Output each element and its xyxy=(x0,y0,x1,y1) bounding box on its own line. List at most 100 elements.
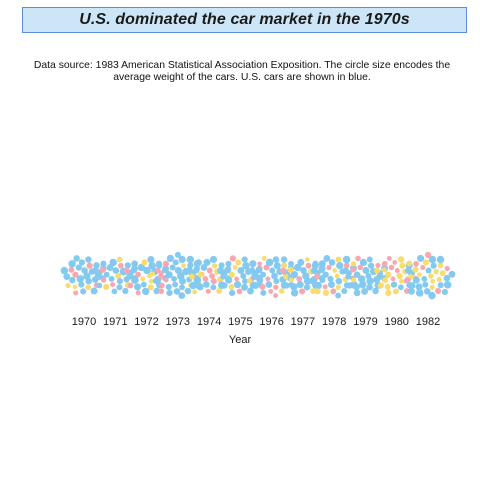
car-dot-us xyxy=(169,264,176,271)
car-dot-us xyxy=(142,287,150,296)
car-dot-us xyxy=(300,267,307,274)
car-dot-japan xyxy=(422,259,429,266)
car-dot-us xyxy=(178,255,186,264)
car-dot-japan xyxy=(115,272,122,280)
car-dot-us xyxy=(318,260,326,268)
car-dot-us xyxy=(310,267,318,275)
car-dot-japan xyxy=(322,289,329,296)
cluster-1978 xyxy=(309,254,361,299)
car-dot-us xyxy=(193,266,200,274)
car-dot-us xyxy=(76,275,85,283)
car-dot-japan xyxy=(72,284,78,290)
car-dot-europe xyxy=(394,268,400,273)
car-dot-europe xyxy=(135,290,141,296)
car-dot-us xyxy=(260,271,267,278)
car-dot-us xyxy=(405,267,412,274)
car-dot-us xyxy=(100,260,107,267)
car-dot-us xyxy=(448,270,456,278)
car-dot-us xyxy=(273,278,280,285)
car-dot-us xyxy=(91,267,100,275)
car-dot-us xyxy=(296,281,304,289)
car-dot-us xyxy=(269,267,276,274)
x-tick-label-1982: 1982 xyxy=(416,316,440,328)
car-dot-japan xyxy=(148,278,154,284)
car-dot-us xyxy=(225,276,233,284)
car-dot-europe xyxy=(357,264,364,271)
car-dot-us xyxy=(428,291,436,300)
car-dot-us xyxy=(290,289,299,297)
car-dot-us xyxy=(242,278,248,285)
car-dot-us xyxy=(166,254,175,263)
car-dot-us xyxy=(116,284,123,291)
car-dot-europe xyxy=(444,265,450,272)
car-dot-japan xyxy=(377,282,384,289)
car-dot-us xyxy=(362,267,370,274)
car-dot-europe xyxy=(209,273,215,279)
car-dot-europe xyxy=(162,260,170,267)
car-dot-us xyxy=(309,277,316,285)
car-dot-us xyxy=(358,275,366,283)
car-dot-us xyxy=(312,260,319,267)
car-dot-us xyxy=(224,266,232,274)
car-dot-japan xyxy=(385,289,392,296)
car-dot-us xyxy=(93,262,100,269)
car-dot-europe xyxy=(158,282,165,289)
car-dot-europe xyxy=(72,271,79,278)
car-dot-japan xyxy=(149,271,156,277)
car-dot-japan xyxy=(436,276,442,283)
car-dot-europe xyxy=(123,267,130,274)
car-dot-europe xyxy=(403,278,409,284)
car-dot-europe xyxy=(110,282,116,288)
car-dot-us xyxy=(397,284,404,291)
car-dot-us xyxy=(124,262,131,269)
car-dot-us xyxy=(271,272,278,280)
x-tick-label-1979: 1979 xyxy=(353,316,377,328)
car-dot-us xyxy=(353,271,361,278)
car-dot-europe xyxy=(350,267,356,273)
car-dot-us xyxy=(342,255,351,264)
car-dot-us xyxy=(60,266,69,275)
car-dot-us xyxy=(328,281,335,289)
car-dot-us xyxy=(241,283,248,291)
x-axis-label: Year xyxy=(229,334,252,346)
car-dot-us xyxy=(346,282,353,289)
car-dot-us xyxy=(272,256,280,263)
car-dot-japan xyxy=(281,262,288,269)
car-dot-us xyxy=(173,288,181,295)
car-dot-japan xyxy=(188,273,195,280)
car-dot-europe xyxy=(68,266,75,273)
car-dot-us xyxy=(280,256,288,263)
car-dot-us xyxy=(225,260,232,267)
car-dot-europe xyxy=(435,287,442,295)
car-dot-us xyxy=(237,267,245,274)
car-dot-europe xyxy=(326,264,332,271)
cluster-1974 xyxy=(185,255,232,294)
car-dot-europe xyxy=(265,276,271,282)
car-dot-us xyxy=(69,276,76,284)
car-dot-japan xyxy=(406,260,413,267)
car-dot-us xyxy=(220,273,227,280)
car-dot-japan xyxy=(429,284,435,290)
car-dot-us xyxy=(366,277,374,285)
car-dot-japan xyxy=(384,283,391,290)
car-dot-us xyxy=(81,267,88,274)
car-dot-japan xyxy=(399,262,406,269)
car-dot-us xyxy=(165,271,173,279)
car-dot-us xyxy=(96,282,103,289)
car-dot-us xyxy=(249,260,257,268)
car-dot-japan xyxy=(382,277,388,284)
car-dot-europe xyxy=(135,271,141,278)
car-dot-us xyxy=(63,273,71,280)
car-dot-us xyxy=(134,283,142,291)
car-dot-europe xyxy=(257,261,263,267)
car-dot-japan xyxy=(417,272,422,278)
car-dot-europe xyxy=(73,290,79,296)
car-dot-japan xyxy=(350,261,357,267)
car-dot-us xyxy=(178,292,186,299)
car-dot-us xyxy=(376,273,383,280)
car-dot-us xyxy=(318,266,325,273)
car-dot-us xyxy=(210,284,217,291)
car-dot-us xyxy=(341,287,348,295)
car-dot-us xyxy=(94,273,102,281)
car-dot-japan xyxy=(228,271,235,278)
